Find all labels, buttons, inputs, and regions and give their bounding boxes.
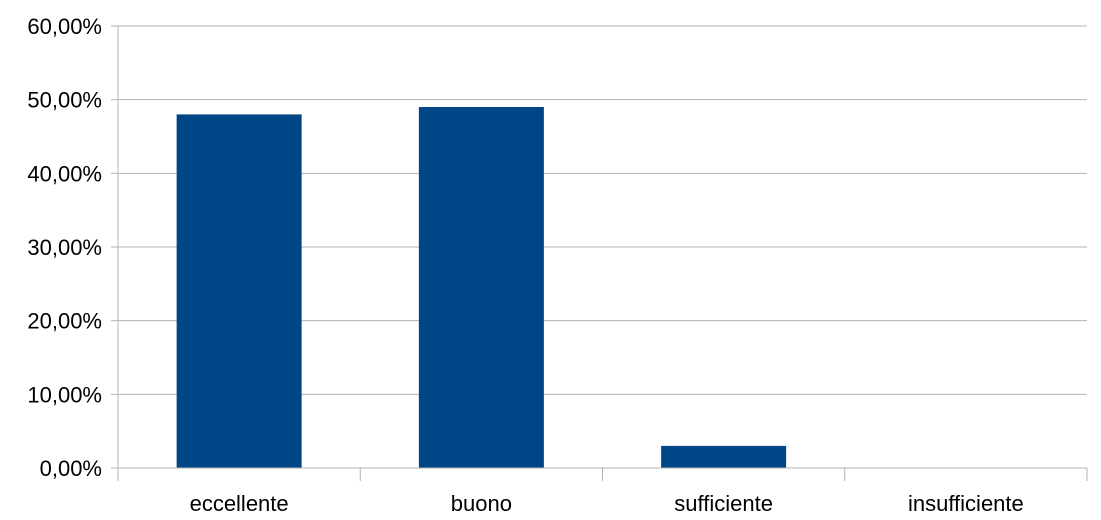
x-tick-label: buono <box>451 491 512 515</box>
y-tick-label: 60,00% <box>27 14 102 39</box>
y-tick-label: 10,00% <box>27 382 102 407</box>
x-tick-label: eccellente <box>190 491 289 515</box>
bar-sufficiente <box>661 445 787 468</box>
y-tick-label: 50,00% <box>27 88 102 113</box>
y-tick-label: 0,00% <box>40 456 102 481</box>
bar-eccellente <box>176 114 302 469</box>
bar-buono <box>418 107 544 469</box>
x-tick-label: sufficiente <box>674 491 773 515</box>
y-axis-tick-labels: 0,00% 10,00% 20,00% 30,00% 40,00% 50,00% 60,00… <box>27 14 102 481</box>
x-tick-label: insufficiente <box>908 491 1024 515</box>
x-axis-tick-labels: eccellente buono sufficiente insufficiente <box>190 491 1024 516</box>
y-tick-label: 30,00% <box>27 235 102 260</box>
bars <box>176 107 787 469</box>
y-tick-label: 40,00% <box>27 161 102 186</box>
y-tick-label: 20,00% <box>27 309 102 334</box>
axes <box>111 25 1088 481</box>
